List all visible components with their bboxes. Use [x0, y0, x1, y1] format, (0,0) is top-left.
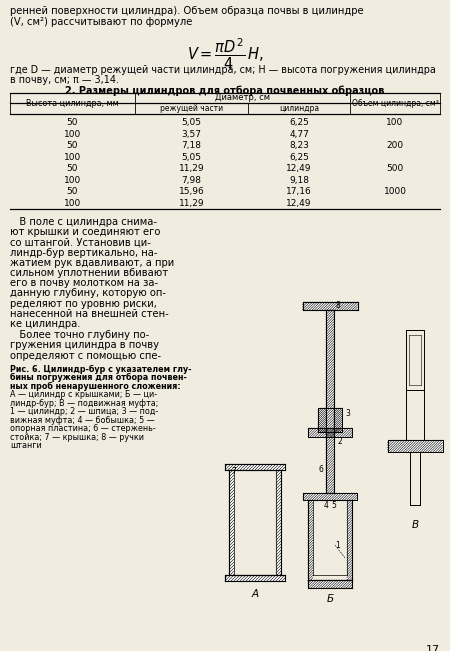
Bar [347, 500, 352, 580]
Text: 7,98: 7,98 [181, 176, 202, 185]
Bar [308, 500, 313, 580]
Text: 100: 100 [64, 130, 81, 139]
Text: Б: Б [326, 594, 333, 604]
Text: 17: 17 [426, 645, 440, 651]
Text: 2: 2 [337, 437, 342, 447]
Text: ке цилиндра.: ке цилиндра. [10, 319, 81, 329]
Text: 17,16: 17,16 [286, 187, 312, 196]
Text: 11,29: 11,29 [179, 199, 204, 208]
Text: цилиндра: цилиндра [279, 104, 319, 113]
Text: ренней поверхности цилиндра). Объем образца почвы в цилиндре: ренней поверхности цилиндра). Объем обра… [10, 6, 364, 16]
Text: 50: 50 [67, 118, 78, 127]
Text: 8,23: 8,23 [289, 141, 309, 150]
Text: 4: 4 [324, 501, 328, 510]
Text: 50: 50 [67, 141, 78, 150]
Bar [308, 580, 352, 588]
Text: режущей части: режущей части [160, 104, 223, 113]
Text: со штангой. Установив ци-: со штангой. Установив ци- [10, 238, 151, 247]
Text: 5,05: 5,05 [181, 153, 202, 161]
Text: Высота цилиндра, мм: Высота цилиндра, мм [26, 99, 119, 108]
Bar [334, 408, 342, 432]
Text: гружения цилиндра в почву: гружения цилиндра в почву [10, 340, 159, 350]
Text: определяют с помощью спе-: определяют с помощью спе- [10, 351, 161, 361]
Text: А — цилиндр с крышками; Б — ци-: А — цилиндр с крышками; Б — ци- [10, 391, 157, 399]
Text: 12,49: 12,49 [286, 199, 312, 208]
Text: его в почву молотком на за-: его в почву молотком на за- [10, 278, 158, 288]
Text: $V = \dfrac{\pi D^2}{4}\,H,$: $V = \dfrac{\pi D^2}{4}\,H,$ [187, 37, 263, 72]
Text: 3: 3 [345, 409, 350, 419]
Text: 15,96: 15,96 [179, 187, 204, 196]
Text: ных проб ненарушенного сложения:: ных проб ненарушенного сложения: [10, 381, 180, 391]
Text: линдр-бур; В — подвижная муфта;: линдр-бур; В — подвижная муфта; [10, 399, 158, 408]
Text: 1000: 1000 [383, 187, 406, 196]
Text: 4,77: 4,77 [289, 130, 309, 139]
Text: 5: 5 [332, 501, 337, 510]
Text: 8: 8 [336, 301, 341, 311]
Text: нанесенной на внешней стен-: нанесенной на внешней стен- [10, 309, 169, 319]
Text: Диаметр, см: Диаметр, см [215, 94, 270, 102]
Text: 1 — цилиндр; 2 — шпица; 3 — под-: 1 — цилиндр; 2 — шпица; 3 — под- [10, 408, 158, 416]
Text: 12,49: 12,49 [286, 164, 312, 173]
Text: в почву, см; π — 3,14.: в почву, см; π — 3,14. [10, 75, 119, 85]
Text: 7,18: 7,18 [181, 141, 202, 150]
Text: Объем цилиндра, см³: Объем цилиндра, см³ [351, 99, 438, 108]
Text: жатием рук вдавливают, а при: жатием рук вдавливают, а при [10, 258, 174, 268]
Text: (V, см²) рассчитывают по формуле: (V, см²) рассчитывают по формуле [10, 17, 193, 27]
Bar [326, 310, 334, 493]
Text: 100: 100 [387, 118, 404, 127]
Text: 11,29: 11,29 [179, 164, 204, 173]
Bar [318, 408, 326, 432]
Text: данную глубину, которую оп-: данную глубину, которую оп- [10, 288, 166, 298]
Bar [308, 428, 352, 437]
Text: В поле с цилиндра снима-: В поле с цилиндра снима- [10, 217, 157, 227]
Bar [276, 470, 281, 575]
Text: штанги: штанги [10, 441, 42, 450]
Text: А: А [252, 589, 259, 599]
Text: 100: 100 [64, 199, 81, 208]
Text: В: В [411, 520, 418, 530]
Text: бины погружения для отбора почвен-: бины погружения для отбора почвен- [10, 373, 187, 382]
Text: 500: 500 [387, 164, 404, 173]
Text: стойка; 7 — крышка; 8 — ручки: стойка; 7 — крышка; 8 — ручки [10, 433, 144, 442]
Text: 50: 50 [67, 187, 78, 196]
Text: где D — диаметр режущей части цилиндра, см; H — высота погружения цилиндра: где D — диаметр режущей части цилиндра, … [10, 65, 436, 75]
Bar [387, 440, 442, 452]
Text: Рис. 6. Цилиндр-бур с указателем глу-: Рис. 6. Цилиндр-бур с указателем глу- [10, 365, 192, 374]
Bar [303, 493, 357, 500]
Text: 200: 200 [387, 141, 404, 150]
Text: опорная пластина; 6 — стержень-: опорная пластина; 6 — стержень- [10, 424, 156, 434]
Text: 1: 1 [335, 540, 340, 549]
Text: ют крышки и соединяют его: ют крышки и соединяют его [10, 227, 160, 237]
Text: 50: 50 [67, 164, 78, 173]
Text: 2. Размеры цилиндров для отбора почвенных образцов: 2. Размеры цилиндров для отбора почвенны… [65, 85, 385, 96]
Text: Более точно глубину по-: Более точно глубину по- [10, 330, 149, 340]
Text: 6,25: 6,25 [289, 153, 309, 161]
Text: сильном уплотнении вбивают: сильном уплотнении вбивают [10, 268, 168, 278]
Text: линдр-бур вертикально, на-: линдр-бур вертикально, на- [10, 247, 158, 258]
Text: 3,57: 3,57 [181, 130, 202, 139]
Text: ределяют по уровню риски,: ределяют по уровню риски, [10, 299, 157, 309]
Bar [229, 470, 234, 575]
Text: 6,25: 6,25 [289, 118, 309, 127]
Text: 7: 7 [231, 467, 236, 476]
Bar [302, 302, 357, 310]
Bar [225, 464, 285, 470]
Text: 100: 100 [64, 176, 81, 185]
Text: 5,05: 5,05 [181, 118, 202, 127]
Text: 9,18: 9,18 [289, 176, 309, 185]
Text: вижная муфта; 4 — бобышка; 5 —: вижная муфта; 4 — бобышка; 5 — [10, 416, 155, 425]
Text: 100: 100 [64, 153, 81, 161]
Text: 6: 6 [318, 465, 323, 475]
Bar [225, 575, 285, 581]
